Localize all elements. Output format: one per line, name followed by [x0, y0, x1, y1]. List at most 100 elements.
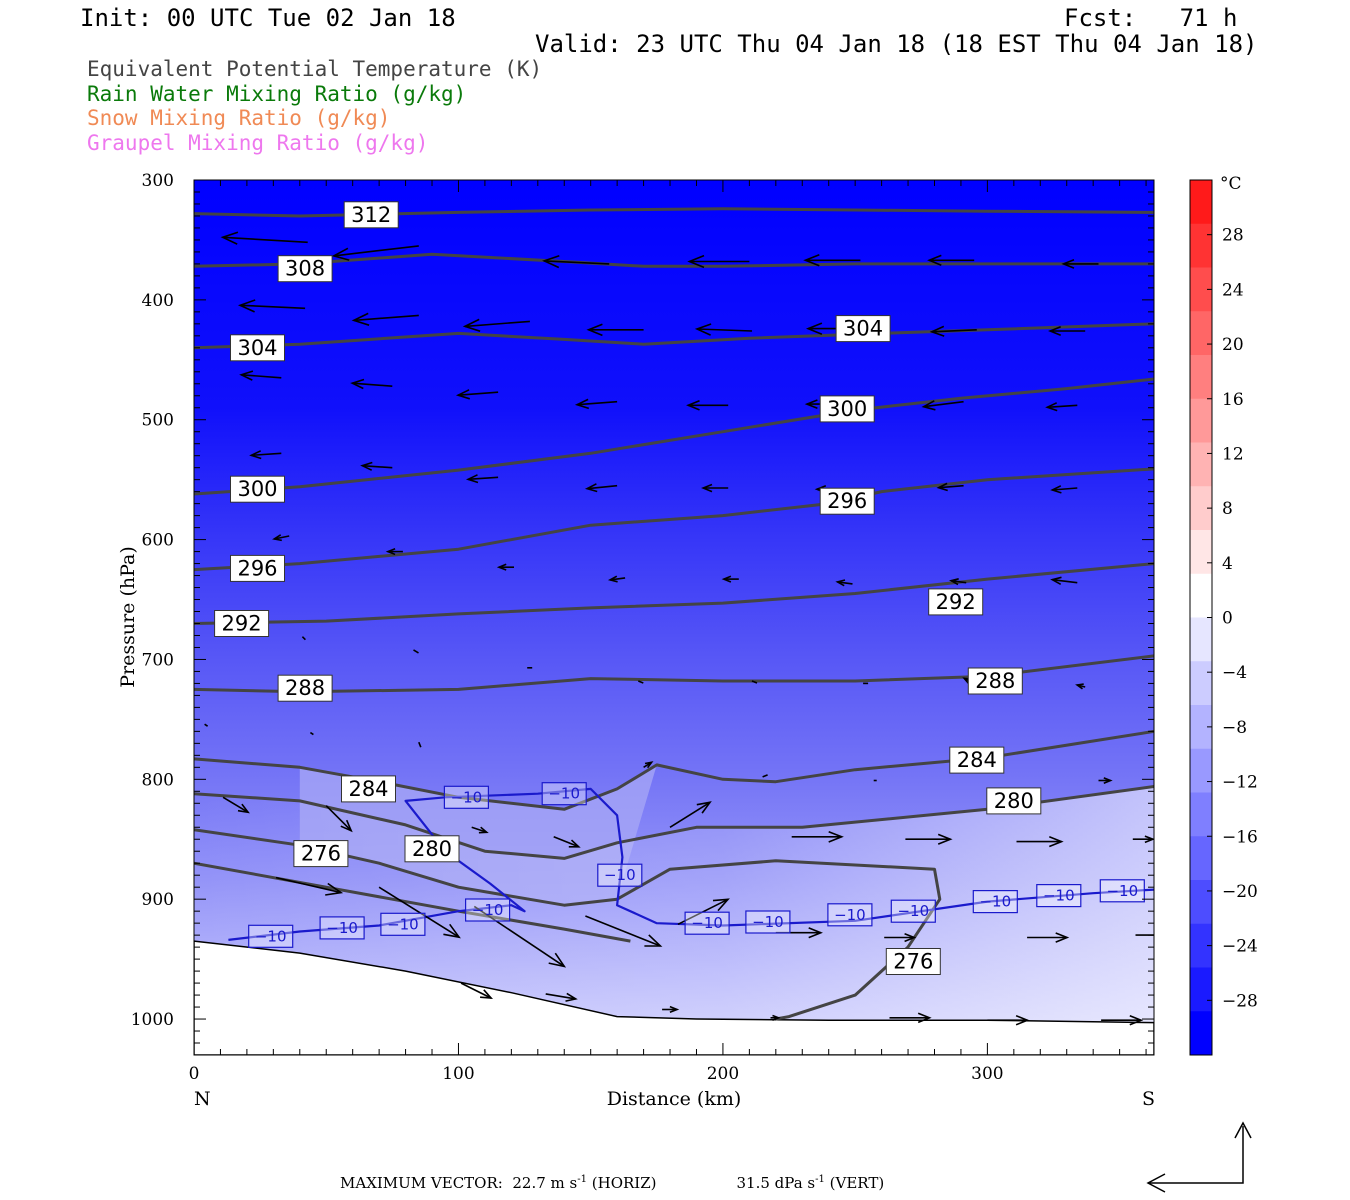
wind-vector	[351, 312, 419, 326]
svg-text:312: 312	[351, 203, 391, 227]
wind-vector	[751, 680, 758, 684]
wind-vector	[275, 876, 344, 896]
wind-vector	[1045, 402, 1078, 412]
wind-vector	[1101, 1014, 1144, 1026]
colorbar-tick-label: −12	[1222, 773, 1258, 793]
y-tick-label: 900	[142, 890, 174, 910]
y-tick-label: 700	[142, 650, 174, 670]
legend-snow: Snow Mixing Ratio (g/kg)	[87, 106, 391, 130]
x-tick-label: 300	[971, 1064, 1003, 1084]
theta-e-label: 276	[885, 948, 941, 975]
temperature-label: −10	[380, 912, 426, 936]
svg-text:−10: −10	[979, 893, 1011, 911]
wind-vector	[1048, 326, 1086, 336]
colorbar-swatch	[1190, 617, 1212, 662]
theta-e-labels: 312 308 304 304 300 300 296 296 292 292 288 288 284 2…	[214, 201, 1042, 975]
theta-e-label: 312	[343, 201, 399, 229]
svg-text:−10: −10	[472, 901, 504, 919]
wind-vector	[929, 325, 977, 337]
colorbar-tick-label: 16	[1222, 390, 1244, 410]
valid-time: Valid: 23 UTC Thu 04 Jan 18 (18 EST Thu …	[535, 30, 1258, 58]
wind-vector	[1098, 777, 1113, 784]
max-vector-footer: MAXIMUM VECTOR: 22.7 m s-1 (HORIZ) 31.5 d…	[340, 1174, 885, 1192]
theta-e-276-line	[194, 828, 942, 1021]
temperature-label: −10	[541, 782, 587, 806]
temperature-label: −10	[248, 924, 294, 948]
wind-vector	[949, 578, 967, 586]
theta-e-label: 280	[986, 787, 1042, 815]
colorbar-swatch	[1190, 661, 1212, 706]
colorbar-tick-label: 24	[1222, 280, 1244, 300]
svg-text:300: 300	[237, 477, 277, 501]
colorbar-tick-label: −28	[1222, 991, 1258, 1011]
svg-text:300: 300	[827, 397, 867, 421]
plot-area: −10 −10 −10 −10 −10 −10 −10 −10 −10 −10 −10 −10 −10 −…	[194, 180, 1154, 1055]
svg-text:−10: −10	[752, 913, 784, 931]
theta-e-296-line	[194, 467, 1154, 572]
wind-vector	[701, 483, 729, 493]
wind-vector	[496, 563, 514, 571]
temperature-labels: −10 −10 −10 −10 −10 −10 −10 −10 −10 −10 −10 −10 −10 −…	[248, 782, 1145, 948]
plot-frame	[193, 179, 1155, 1056]
temperature-label: −10	[972, 889, 1018, 914]
wind-vector	[545, 992, 578, 1002]
theta-e-label: 284	[341, 775, 396, 803]
wind-vector	[237, 299, 306, 313]
theta-e-label: 280	[404, 835, 460, 863]
svg-text:−10: −10	[834, 906, 866, 924]
temperature-label: −10	[597, 863, 643, 887]
colorbar-tick-label: 4	[1222, 554, 1233, 574]
init-time: Init: 00 UTC Tue 02 Jan 18	[80, 4, 456, 32]
svg-text:−10: −10	[691, 914, 723, 932]
colorbar-swatch	[1190, 880, 1212, 925]
colorbar-tick-label: −20	[1222, 882, 1258, 902]
wind-vector	[360, 461, 393, 471]
wind-vector	[553, 836, 581, 848]
svg-text:−10: −10	[1043, 887, 1075, 905]
wind-vector	[687, 254, 750, 269]
wind-vector	[222, 796, 250, 814]
colorbar-swatch	[1190, 836, 1212, 881]
colorbar-swatch	[1190, 748, 1212, 793]
wind-vector	[1050, 485, 1078, 494]
colorbar: 28 24 20 16 12 8 4 0 −4 −8 −12 −16 −20 −24 −28	[1189, 179, 1258, 1056]
wind-vector	[884, 932, 917, 943]
wind-vector	[385, 547, 403, 556]
wind-vector	[791, 830, 844, 843]
y-tick-label: 400	[142, 291, 174, 311]
x-tick-label: 200	[707, 1064, 739, 1084]
temperature-label: −10	[684, 911, 730, 935]
wind-vector	[460, 982, 494, 1000]
theta-e-label: 300	[819, 395, 875, 423]
wind-vector	[418, 741, 422, 748]
wind-vector	[1027, 932, 1070, 943]
wind-vector	[987, 1014, 1030, 1026]
forecast-hour: Fcst: 71 h	[1064, 4, 1238, 32]
theta-e-292-line	[194, 562, 1154, 625]
wind-vector	[835, 579, 853, 587]
axes: 300 400 500 600 700 800 900 1000 0 100 200 300	[131, 171, 1154, 1084]
svg-text:296: 296	[827, 489, 867, 513]
svg-text:296: 296	[237, 556, 277, 580]
wind-vector	[1061, 258, 1099, 269]
wind-vector	[272, 534, 290, 542]
temperature-minus10-line	[228, 787, 1154, 941]
svg-text:280: 280	[994, 789, 1034, 813]
wind-vector	[927, 254, 975, 266]
temperature-label: −10	[1099, 879, 1145, 903]
theta-e-label: 292	[214, 610, 270, 637]
colorbar-swatch	[1190, 355, 1212, 400]
y-axis-title: Pressure (hPa)	[117, 546, 139, 688]
wind-vector	[1016, 836, 1064, 848]
temperature-contour	[228, 787, 1154, 941]
wind-vector	[694, 323, 753, 336]
wind-vector	[1050, 576, 1078, 586]
svg-text:304: 304	[237, 336, 277, 360]
svg-text:284: 284	[348, 777, 388, 801]
wind-vector	[574, 398, 618, 410]
y-tick-label: 1000	[131, 1010, 174, 1030]
temperature-label: −10	[465, 898, 511, 922]
temperature-label: −10	[827, 903, 873, 927]
temperature-label: −10	[745, 910, 791, 934]
terrain	[194, 940, 1154, 1055]
